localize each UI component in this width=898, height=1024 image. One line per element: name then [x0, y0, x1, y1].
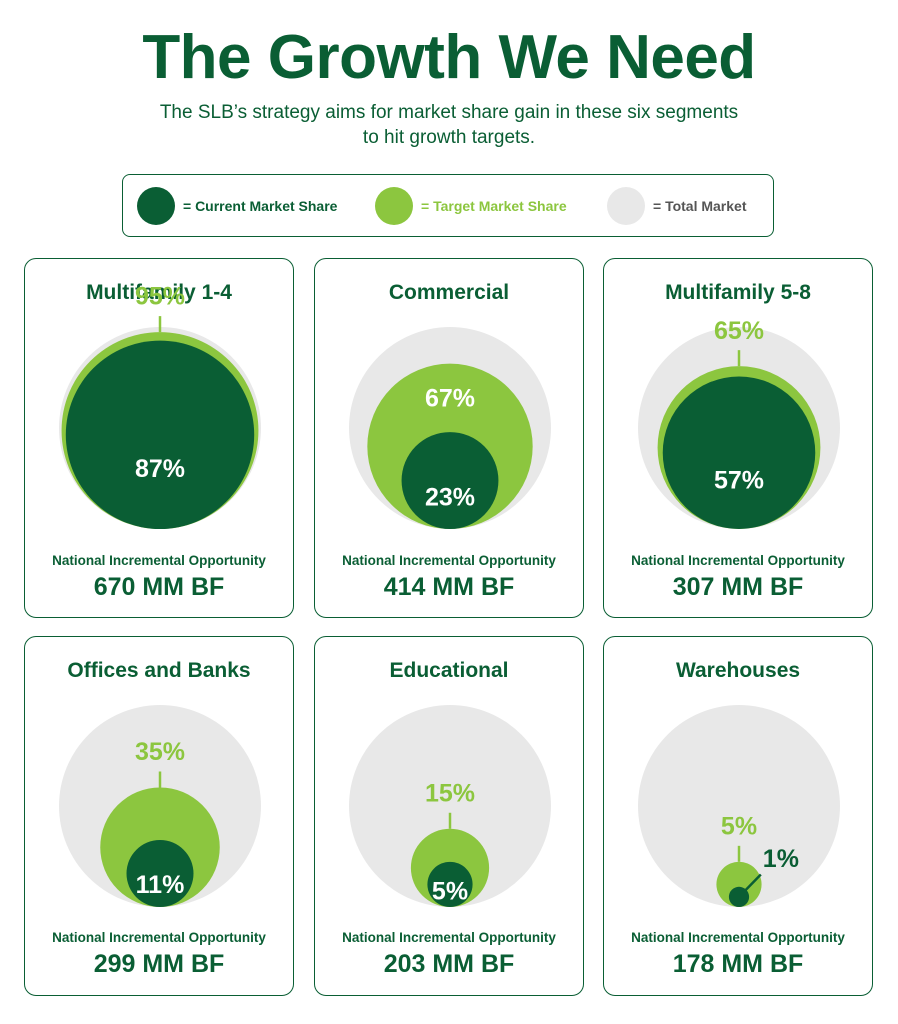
opportunity-value: 414 MM BF	[383, 573, 515, 601]
page-subtitle: The SLB’s strategy aims for market share…	[100, 100, 798, 150]
segment-card-warehouses: Warehouses 5% 1% National Incremental Opp…	[603, 636, 873, 996]
segment-card-multifamily-1-4: Multifamily 1-4 95% 87% National Incremen…	[24, 258, 294, 618]
current-share-circle	[126, 840, 194, 907]
opportunity-label: National Incremental Opportunity	[342, 930, 556, 945]
current-share-label: 57%	[714, 466, 764, 494]
legend-label-current: = Current Market Share	[183, 198, 338, 214]
current-share-circle	[662, 376, 816, 529]
segment-title: Commercial	[388, 281, 510, 304]
current-share-label: 1%	[763, 845, 799, 873]
current-share-label: 5%	[432, 878, 468, 906]
segment-card-educational: Educational 15% 5% National Incremental O…	[314, 636, 584, 996]
current-share-label: 87%	[135, 455, 185, 483]
opportunity-value: 203 MM BF	[383, 950, 515, 978]
segment-chart: 65% 57%	[638, 317, 840, 529]
current-share-label: 23%	[425, 484, 475, 512]
segment-title: Multifamily 5-8	[665, 281, 811, 304]
total-market-circle	[638, 705, 840, 907]
segment-chart: 5%1%	[638, 705, 840, 907]
segment-chart: 67% 23%	[349, 327, 551, 529]
target-share-label: 5%	[721, 812, 757, 840]
current-share-circle	[65, 340, 255, 529]
target-share-label: 67%	[425, 384, 475, 412]
opportunity-label: National Incremental Opportunity	[631, 553, 845, 568]
current-leader-line	[738, 873, 762, 898]
subtitle-line-1: The SLB’s strategy aims for market share…	[159, 102, 739, 123]
opportunity-label: National Incremental Opportunity	[52, 553, 266, 568]
legend-item-current: = Current Market Share	[137, 187, 337, 225]
segment-title: Offices and Banks	[67, 659, 251, 682]
legend-swatch-current	[137, 187, 175, 225]
total-market-circle	[349, 705, 551, 907]
legend-swatch-target	[375, 187, 413, 225]
legend-label-total: = Total Market	[653, 198, 747, 214]
opportunity-value: 178 MM BF	[672, 950, 804, 978]
current-share-circle	[427, 861, 473, 907]
opportunity-label: National Incremental Opportunity	[52, 930, 266, 945]
segment-card-offices-and-banks: Offices and Banks 35% 11% National Increm…	[24, 636, 294, 996]
segment-title: Warehouses	[675, 659, 801, 682]
legend-item-target: = Target Market Share	[375, 187, 567, 225]
segment-card-commercial: Commercial 67% 23% National Incremental O…	[314, 258, 584, 618]
current-share-label: 11%	[136, 871, 185, 899]
target-share-label: 35%	[135, 738, 185, 766]
opportunity-value: 670 MM BF	[93, 573, 225, 601]
target-share-circle	[716, 861, 762, 907]
segment-title: Multifamily 1-4	[86, 281, 232, 304]
target-share-label: 15%	[425, 779, 475, 807]
segment-card-multifamily-5-8: Multifamily 5-8 65% 57% National Incremen…	[603, 258, 873, 618]
segment-chart: 15% 5%	[349, 705, 551, 907]
target-share-label: 65%	[714, 317, 764, 345]
opportunity-value: 307 MM BF	[672, 573, 804, 601]
legend: = Current Market Share = Target Market S…	[122, 174, 774, 237]
segment-title: Educational	[389, 659, 509, 682]
legend-swatch-total	[607, 187, 645, 225]
opportunity-value: 299 MM BF	[93, 950, 225, 978]
current-share-circle	[401, 432, 499, 529]
page-title: The Growth We Need	[142, 23, 756, 92]
subtitle-line-2: to hit growth targets.	[362, 127, 536, 148]
segment-chart: 95% 87%	[59, 283, 261, 529]
opportunity-label: National Incremental Opportunity	[631, 930, 845, 945]
target-share-label: 95%	[135, 283, 185, 311]
legend-item-total: = Total Market	[607, 187, 747, 225]
legend-label-target: = Target Market Share	[421, 198, 567, 214]
segment-chart: 35% 11%	[59, 705, 261, 907]
opportunity-label: National Incremental Opportunity	[342, 553, 556, 568]
